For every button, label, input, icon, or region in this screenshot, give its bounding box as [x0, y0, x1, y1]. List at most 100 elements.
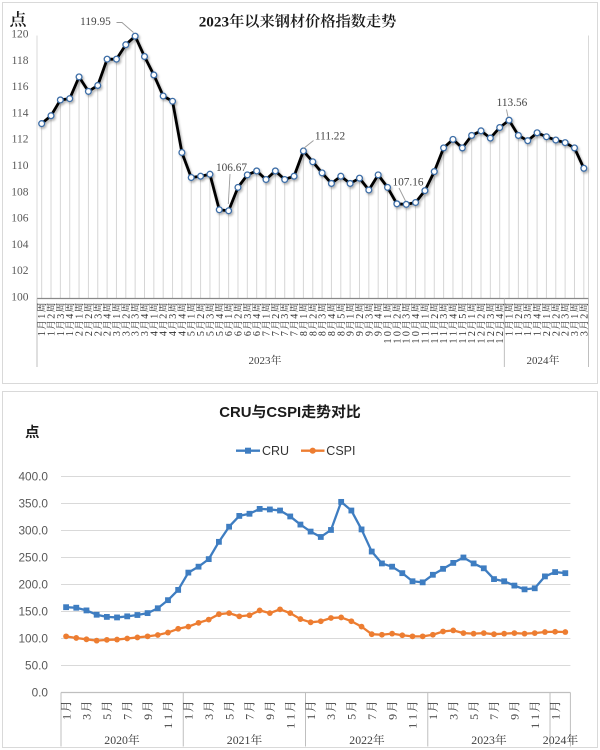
- svg-text:2: 2: [551, 331, 562, 336]
- svg-text:CRU: CRU: [219, 405, 251, 421]
- svg-text:8: 8: [327, 331, 338, 336]
- svg-text:3: 3: [561, 314, 572, 319]
- svg-text:4: 4: [159, 331, 170, 336]
- svg-text:CRU: CRU: [262, 444, 289, 458]
- svg-text:1: 1: [224, 314, 235, 319]
- svg-text:3: 3: [324, 714, 338, 720]
- svg-text:3: 3: [439, 314, 450, 319]
- svg-text:7: 7: [243, 714, 257, 720]
- svg-text:2024: 2024: [527, 355, 550, 367]
- svg-text:2: 2: [308, 314, 319, 319]
- svg-text:119.95: 119.95: [80, 16, 111, 28]
- svg-text:4: 4: [448, 314, 459, 319]
- svg-text:4: 4: [215, 314, 226, 319]
- svg-text:2024: 2024: [543, 733, 567, 747]
- svg-text:3: 3: [523, 314, 534, 319]
- svg-text:4: 4: [65, 314, 76, 319]
- svg-text:2023: 2023: [249, 355, 272, 367]
- svg-text:7: 7: [487, 714, 501, 720]
- svg-text:2: 2: [355, 314, 366, 319]
- svg-text:2: 2: [514, 314, 525, 319]
- svg-text:3: 3: [486, 314, 497, 319]
- svg-text:3: 3: [570, 331, 581, 336]
- svg-text:4: 4: [411, 314, 422, 319]
- svg-text:1: 1: [458, 339, 469, 344]
- svg-text:2: 2: [561, 331, 572, 336]
- svg-text:9: 9: [374, 331, 385, 336]
- svg-text:6: 6: [252, 331, 263, 336]
- svg-text:118: 118: [12, 55, 29, 67]
- svg-text:2023: 2023: [199, 14, 230, 31]
- svg-text:2: 2: [93, 331, 104, 336]
- svg-text:1: 1: [514, 331, 525, 336]
- svg-text:1: 1: [383, 339, 394, 344]
- svg-text:114: 114: [12, 107, 29, 119]
- svg-text:1: 1: [430, 339, 441, 344]
- svg-text:3: 3: [56, 314, 67, 319]
- svg-text:2: 2: [430, 314, 441, 319]
- svg-text:1: 1: [37, 314, 48, 319]
- svg-text:1: 1: [505, 314, 516, 319]
- svg-text:5: 5: [100, 714, 114, 720]
- svg-text:4: 4: [495, 314, 506, 319]
- svg-text:2022: 2022: [349, 733, 373, 747]
- svg-text:4: 4: [149, 331, 160, 336]
- svg-text:107.16: 107.16: [392, 177, 423, 189]
- svg-text:1: 1: [75, 314, 86, 319]
- svg-text:300.0: 300.0: [18, 524, 48, 538]
- svg-text:3: 3: [131, 314, 142, 319]
- svg-text:2: 2: [84, 314, 95, 319]
- svg-text:0: 0: [411, 331, 422, 336]
- svg-text:8: 8: [308, 331, 319, 336]
- svg-text:1: 1: [542, 314, 553, 319]
- svg-text:4: 4: [177, 314, 188, 319]
- svg-text:3: 3: [202, 714, 216, 720]
- svg-text:1: 1: [37, 331, 48, 336]
- svg-text:1: 1: [299, 314, 310, 319]
- svg-text:1: 1: [448, 331, 459, 336]
- svg-text:102: 102: [11, 265, 29, 277]
- svg-text:50.0: 50.0: [25, 659, 48, 673]
- svg-text:2: 2: [477, 314, 488, 319]
- svg-text:3: 3: [280, 314, 291, 319]
- svg-text:4: 4: [140, 314, 151, 319]
- svg-text:2: 2: [159, 314, 170, 319]
- svg-text:9: 9: [346, 331, 357, 336]
- svg-text:5: 5: [205, 331, 216, 336]
- svg-text:4: 4: [290, 314, 301, 319]
- svg-text:1: 1: [426, 714, 440, 720]
- svg-text:150.0: 150.0: [18, 605, 48, 619]
- svg-text:2021: 2021: [227, 733, 251, 747]
- svg-text:3: 3: [168, 314, 179, 319]
- svg-text:7: 7: [290, 331, 301, 336]
- svg-text:2: 2: [121, 314, 132, 319]
- svg-text:7: 7: [271, 331, 282, 336]
- svg-text:3: 3: [93, 314, 104, 319]
- svg-text:1: 1: [439, 331, 450, 336]
- svg-text:2: 2: [47, 314, 58, 319]
- svg-text:7: 7: [280, 331, 291, 336]
- svg-text:4: 4: [177, 331, 188, 336]
- svg-text:1: 1: [383, 314, 394, 319]
- svg-text:120: 120: [11, 29, 29, 41]
- svg-text:5: 5: [345, 714, 359, 720]
- svg-text:7: 7: [262, 331, 273, 336]
- svg-text:3: 3: [318, 314, 329, 319]
- svg-text:1: 1: [528, 714, 542, 720]
- svg-text:2020: 2020: [104, 733, 128, 747]
- svg-text:3: 3: [112, 331, 123, 336]
- svg-text:2: 2: [271, 314, 282, 319]
- svg-text:2023: 2023: [471, 733, 495, 747]
- svg-text:2: 2: [103, 331, 114, 336]
- svg-text:2: 2: [486, 331, 497, 336]
- svg-text:9: 9: [141, 714, 155, 720]
- svg-text:9: 9: [508, 714, 522, 720]
- svg-text:106.67: 106.67: [216, 162, 247, 174]
- svg-text:9: 9: [263, 714, 277, 720]
- svg-text:1: 1: [458, 331, 469, 336]
- svg-text:1: 1: [161, 714, 175, 720]
- svg-text:1: 1: [420, 314, 431, 319]
- svg-text:1: 1: [182, 714, 196, 720]
- svg-text:4: 4: [327, 314, 338, 319]
- svg-text:3: 3: [140, 331, 151, 336]
